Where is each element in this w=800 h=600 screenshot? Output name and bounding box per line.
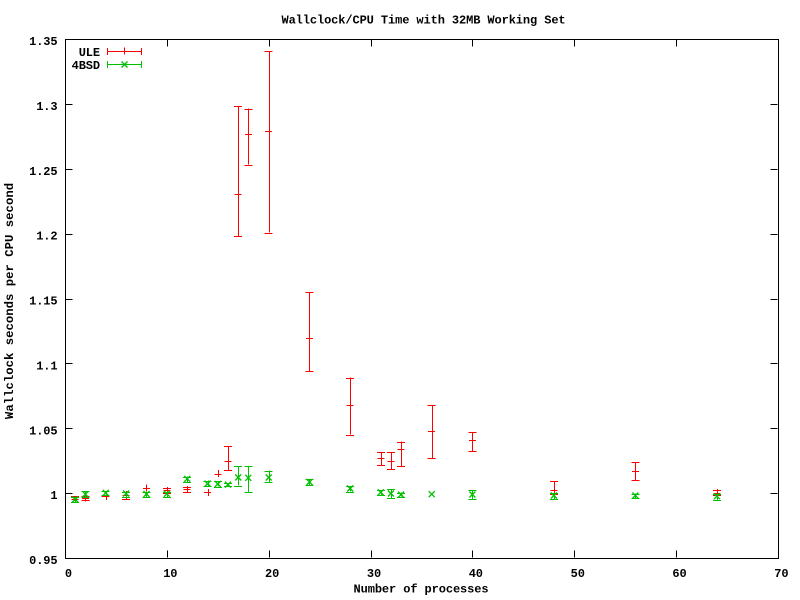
svg-text:20: 20 [265,567,279,581]
svg-text:1: 1 [50,489,57,503]
svg-text:0.95: 0.95 [29,554,57,568]
svg-text:Wallclock seconds per CPU seco: Wallclock seconds per CPU second [3,183,17,419]
svg-text:30: 30 [367,567,381,581]
svg-text:4BSD: 4BSD [72,59,100,73]
svg-text:70: 70 [774,567,788,581]
svg-text:1.15: 1.15 [29,295,57,309]
svg-text:10: 10 [163,567,177,581]
svg-text:ULE: ULE [79,46,100,60]
svg-text:60: 60 [672,567,686,581]
svg-text:Wallclock/CPU Time with 32MB W: Wallclock/CPU Time with 32MB Working Set [281,14,565,28]
svg-text:1.1: 1.1 [36,360,57,374]
svg-text:1.05: 1.05 [29,424,57,438]
svg-text:1.35: 1.35 [29,35,57,49]
svg-text:Number of processes: Number of processes [354,582,489,596]
svg-text:1.3: 1.3 [36,100,57,114]
svg-text:0: 0 [65,567,72,581]
svg-text:1.2: 1.2 [36,230,57,244]
svg-text:50: 50 [571,567,585,581]
svg-text:1.25: 1.25 [29,165,57,179]
svg-text:40: 40 [469,567,483,581]
